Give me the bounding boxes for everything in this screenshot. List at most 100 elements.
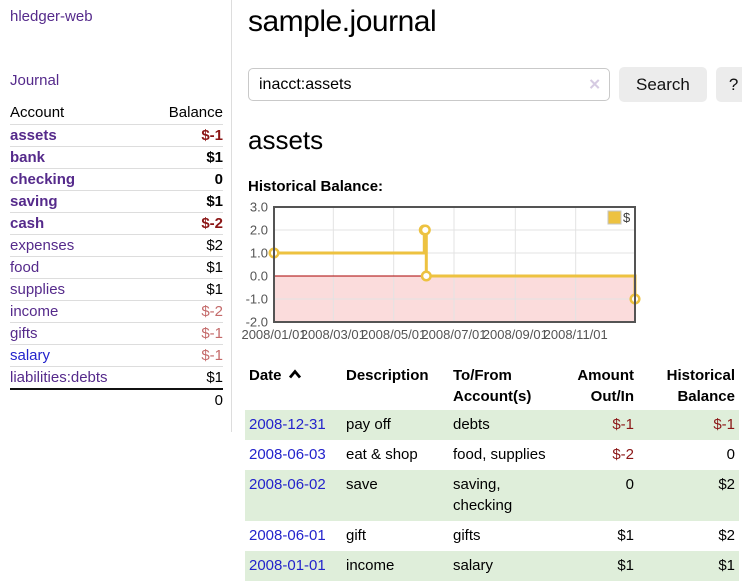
- register-header-row: Date Description To/From Account(s) Amou…: [245, 362, 739, 410]
- account-cell: gifts: [10, 322, 147, 345]
- register-amount-cell: $1: [617, 527, 634, 544]
- register-date-link[interactable]: 2008-06-02: [249, 476, 326, 493]
- register-description-cell: save: [346, 476, 378, 493]
- account-cell: saving: [10, 190, 147, 213]
- sidebar-item-journal[interactable]: Journal: [10, 72, 60, 89]
- register-description-cell: gift: [346, 527, 367, 544]
- account-link[interactable]: food: [10, 259, 40, 276]
- account-balance: $1: [146, 256, 223, 279]
- account-cell: expenses: [10, 234, 147, 257]
- account-cell: cash: [10, 212, 147, 235]
- sidebar: hledger-web Journal Account Balance asse…: [0, 0, 232, 432]
- register-date-cell: 2008-06-03: [245, 440, 342, 470]
- search-button[interactable]: Search: [619, 67, 707, 102]
- accounts-total-row: 0: [10, 388, 223, 411]
- y-axis-tick-label: 2.0: [250, 223, 268, 238]
- search-input[interactable]: [248, 68, 610, 101]
- legend-label: $: [623, 210, 631, 225]
- main-content: sample.journal ✕ Search ? assets Histori…: [241, 0, 742, 581]
- register-balance-cell: $-1: [713, 416, 735, 433]
- account-balance: $1: [146, 366, 223, 389]
- account-link[interactable]: gifts: [10, 325, 38, 342]
- legend-swatch: [607, 210, 622, 225]
- account-row: gifts $-1: [10, 322, 223, 345]
- account-cell: food: [10, 256, 147, 279]
- app-title-link[interactable]: hledger-web: [10, 8, 93, 25]
- search-box: ✕: [248, 68, 610, 101]
- register-description-cell: income: [346, 557, 395, 574]
- register-header-accounts: To/From Account(s): [453, 367, 532, 405]
- register-accounts-cell: gifts: [453, 527, 481, 544]
- account-balance: $-1: [146, 344, 223, 367]
- table-row: 2008-06-02 save saving, checking 0 $2: [245, 470, 739, 521]
- register-accounts-cell: food, supplies: [453, 446, 546, 463]
- table-row: 2008-06-01 gift gifts $1 $2: [245, 521, 739, 551]
- account-cell: assets: [10, 124, 147, 147]
- account-row: food $1: [10, 256, 223, 279]
- register-amount-cell: $1: [617, 557, 634, 574]
- chart-title: Historical Balance:: [248, 178, 384, 195]
- accounts-header-balance: Balance: [168, 104, 223, 121]
- account-cell: supplies: [10, 278, 147, 301]
- register-date-cell: 2008-12-31: [245, 410, 342, 440]
- y-axis-tick-label: 3.0: [250, 200, 268, 215]
- account-balance: $1: [146, 190, 223, 213]
- register-balance-cell: $2: [718, 527, 735, 544]
- account-link[interactable]: income: [10, 303, 59, 320]
- register-date-link[interactable]: 2008-12-31: [249, 416, 326, 433]
- account-balance: $-1: [146, 124, 223, 147]
- register-balance-cell: 0: [726, 446, 735, 463]
- data-point-marker: [419, 224, 431, 236]
- account-link[interactable]: liabilities:debts: [10, 369, 108, 386]
- x-axis-tick-label: 2008/01/01: [241, 327, 306, 342]
- register-header-balance: Historical Balance: [666, 367, 735, 405]
- help-button[interactable]: ?: [715, 67, 742, 102]
- register-accounts-cell: debts: [453, 416, 490, 433]
- register-date-cell: 2008-01-01: [245, 551, 342, 581]
- account-link[interactable]: checking: [10, 171, 76, 188]
- account-link[interactable]: cash: [10, 215, 45, 232]
- register-date-link[interactable]: 2008-06-01: [249, 527, 326, 544]
- x-axis-tick-label: 2008/09/01: [483, 327, 548, 342]
- account-row: assets $-1: [10, 124, 223, 147]
- x-axis-tick-label: 2008/11/01: [544, 327, 608, 342]
- data-point-marker: [420, 270, 432, 282]
- account-link[interactable]: expenses: [10, 237, 75, 254]
- table-row: 2008-12-31 pay off debts $-1 $-1: [245, 410, 739, 440]
- account-balance: $2: [146, 234, 223, 257]
- account-cell: income: [10, 300, 147, 323]
- account-link[interactable]: salary: [10, 347, 51, 364]
- account-balance: 0: [146, 168, 223, 191]
- account-link[interactable]: supplies: [10, 281, 66, 298]
- accounts-table: Account Balance assets $-1 bank $1 checking 0…: [10, 102, 223, 411]
- account-link[interactable]: bank: [10, 149, 46, 166]
- x-axis-tick-label: 2008/05/01: [361, 327, 426, 342]
- account-cell: bank: [10, 146, 147, 169]
- register-amount-cell: $-2: [612, 446, 634, 463]
- accounts-total-value: 0: [146, 388, 223, 411]
- register-date-link[interactable]: 2008-01-01: [249, 557, 326, 574]
- register-accounts-cell: saving, checking: [453, 476, 513, 514]
- register-balance-cell: $2: [718, 476, 735, 493]
- account-row: liabilities:debts $1: [10, 366, 223, 389]
- account-balance: $1: [146, 278, 223, 301]
- account-row: salary $-1: [10, 344, 223, 367]
- register-description-cell: pay off: [346, 416, 391, 433]
- historical-balance-chart: $3.0 2.0 1.0 0.0 -1.0 -2.02008/01/012008/03/0…: [241, 200, 641, 342]
- x-axis-tick-label: 2008/07/01: [421, 327, 486, 342]
- account-row: income $-2: [10, 300, 223, 323]
- register-description-cell: eat & shop: [346, 446, 418, 463]
- y-axis-tick-label: 0.0: [250, 269, 268, 284]
- account-link[interactable]: assets: [10, 127, 57, 144]
- account-link[interactable]: saving: [10, 193, 58, 210]
- register-amount-cell: $-1: [612, 416, 634, 433]
- register-accounts-cell: salary: [453, 557, 494, 574]
- account-cell: checking: [10, 168, 147, 191]
- register-date-link[interactable]: 2008-06-03: [249, 446, 326, 463]
- account-cell: liabilities:debts: [10, 366, 147, 389]
- account-row: cash $-2: [10, 212, 223, 235]
- clear-search-icon[interactable]: ✕: [588, 76, 601, 93]
- register-date-cell: 2008-06-02: [245, 470, 342, 521]
- register-amount-cell: 0: [625, 476, 634, 493]
